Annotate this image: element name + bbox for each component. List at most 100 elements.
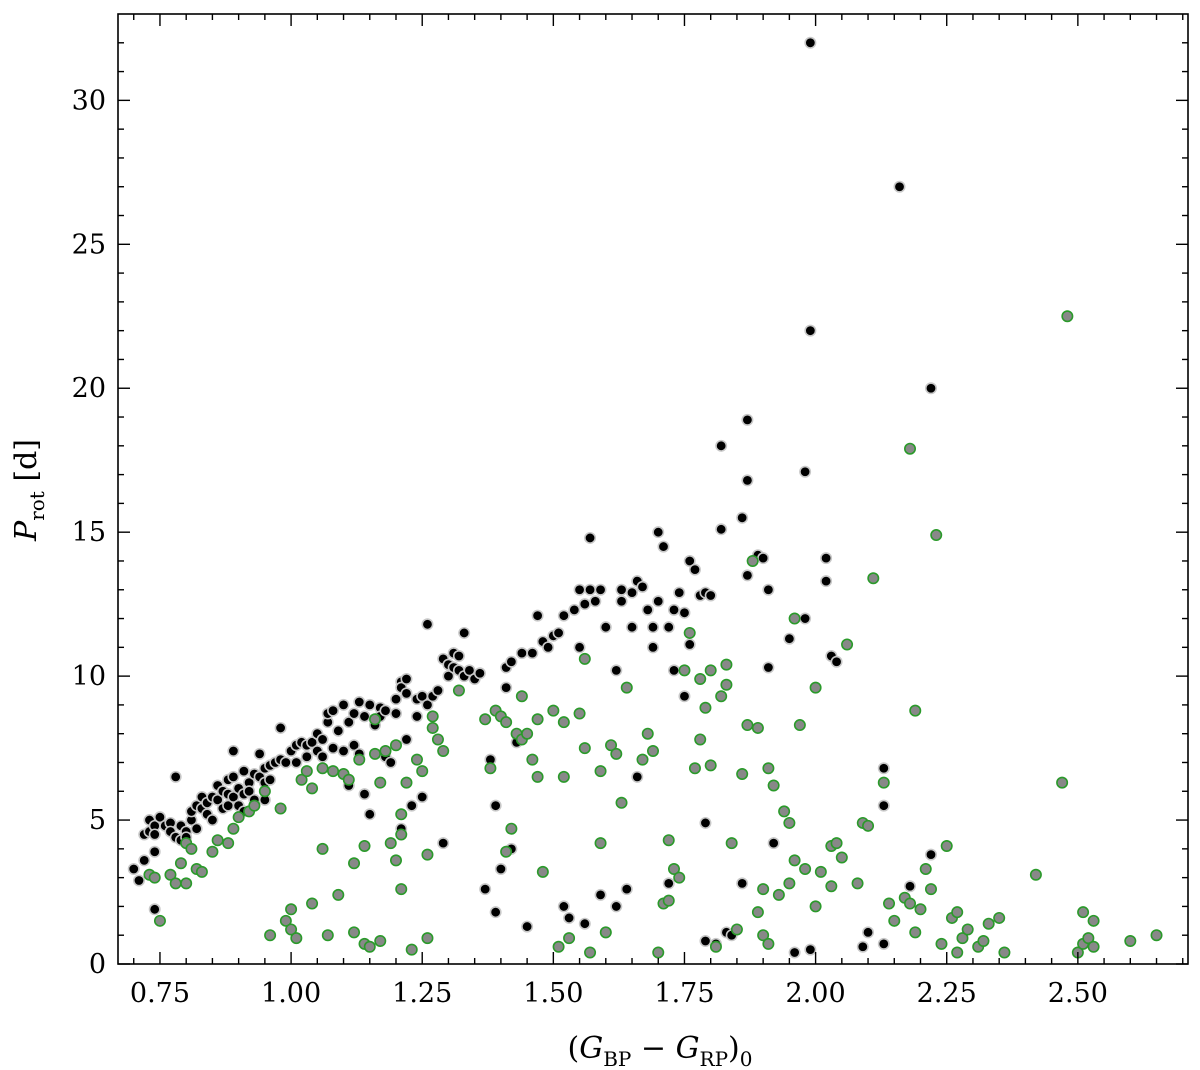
data-point-green bbox=[1150, 929, 1163, 942]
data-point-black bbox=[190, 822, 203, 835]
data-point-black bbox=[877, 799, 890, 812]
data-point-green bbox=[709, 940, 722, 953]
data-point-green bbox=[741, 719, 754, 732]
data-point-green bbox=[153, 914, 166, 927]
data-point-green bbox=[148, 871, 161, 884]
data-point-black bbox=[646, 641, 659, 654]
data-point-black bbox=[405, 799, 418, 812]
data-point-green bbox=[348, 926, 361, 939]
data-point-black bbox=[584, 531, 597, 544]
data-point-green bbox=[342, 773, 355, 786]
data-point-green bbox=[405, 943, 418, 956]
data-point-green bbox=[327, 765, 340, 778]
data-point-green bbox=[274, 802, 287, 815]
data-point-green bbox=[426, 721, 439, 734]
data-point-green bbox=[531, 770, 544, 783]
data-point-black bbox=[893, 180, 906, 193]
data-point-black bbox=[757, 552, 770, 565]
data-point-green bbox=[835, 851, 848, 864]
data-point-green bbox=[830, 837, 843, 850]
data-point-green bbox=[400, 776, 413, 789]
data-point-black bbox=[767, 837, 780, 850]
data-point-green bbox=[222, 837, 235, 850]
data-point-green bbox=[652, 946, 665, 959]
data-point-black bbox=[526, 647, 539, 660]
data-point-green bbox=[914, 903, 927, 916]
plot-frame bbox=[117, 13, 1189, 965]
data-point-black bbox=[594, 888, 607, 901]
data-point-green bbox=[578, 652, 591, 665]
data-point-black bbox=[762, 661, 775, 674]
data-point-green bbox=[1029, 868, 1042, 881]
data-point-black bbox=[563, 911, 576, 924]
data-point-black bbox=[657, 540, 670, 553]
data-point-black bbox=[494, 862, 507, 875]
data-point-green bbox=[851, 877, 864, 890]
data-point-black bbox=[620, 883, 633, 896]
data-point-black bbox=[856, 940, 869, 953]
data-point-green bbox=[720, 678, 733, 691]
data-point-black bbox=[169, 770, 182, 783]
data-point-green bbox=[321, 929, 334, 942]
data-point-green bbox=[809, 900, 822, 913]
tick-marks-layer bbox=[118, 14, 1188, 965]
data-point-black bbox=[316, 733, 329, 746]
data-point-green bbox=[426, 710, 439, 723]
data-point-black bbox=[264, 773, 277, 786]
data-point-green bbox=[641, 727, 654, 740]
data-point-green bbox=[185, 842, 198, 855]
data-point-green bbox=[557, 716, 570, 729]
data-point-green bbox=[584, 946, 597, 959]
data-point-black bbox=[877, 762, 890, 775]
data-point-black bbox=[804, 943, 817, 956]
data-point-black bbox=[804, 324, 817, 337]
data-point-black bbox=[641, 603, 654, 616]
data-point-black bbox=[458, 626, 471, 639]
x-tick-labels: 0.75 1.00 1.25 1.50 1.75 2.00 2.25 2.50 bbox=[130, 978, 1108, 1009]
data-point-green bbox=[248, 799, 261, 812]
data-point-green bbox=[536, 865, 549, 878]
data-point-black bbox=[783, 632, 796, 645]
data-point-green bbox=[877, 776, 890, 789]
data-point-green bbox=[762, 937, 775, 950]
data-point-black bbox=[667, 603, 680, 616]
data-point-black bbox=[227, 744, 240, 757]
data-point-green bbox=[374, 776, 387, 789]
data-point-green bbox=[484, 762, 497, 775]
data-point-black bbox=[327, 742, 340, 755]
data-point-black bbox=[505, 655, 518, 668]
data-point-green bbox=[332, 888, 345, 901]
data-point-black bbox=[515, 647, 528, 660]
data-point-black bbox=[610, 900, 623, 913]
data-point-black bbox=[452, 649, 465, 662]
data-point-green bbox=[825, 880, 838, 893]
data-point-black bbox=[348, 707, 361, 720]
data-point-black bbox=[227, 770, 240, 783]
data-point-green bbox=[363, 940, 376, 953]
data-point-green bbox=[904, 897, 917, 910]
x-tick-label: 2.50 bbox=[1048, 978, 1108, 1009]
data-point-green bbox=[605, 739, 618, 752]
data-point-green bbox=[646, 744, 659, 757]
data-point-black bbox=[683, 554, 696, 567]
data-point-black bbox=[332, 724, 345, 737]
y-tick-label: 0 bbox=[89, 949, 106, 980]
data-point-black bbox=[762, 583, 775, 596]
data-point-green bbox=[348, 857, 361, 870]
data-point-green bbox=[699, 701, 712, 714]
data-point-black bbox=[431, 684, 444, 697]
data-point-green bbox=[982, 917, 995, 930]
data-point-black bbox=[306, 736, 319, 749]
data-point-black bbox=[715, 439, 728, 452]
data-point-green bbox=[662, 834, 675, 847]
data-point-black bbox=[736, 511, 749, 524]
data-point-green bbox=[667, 862, 680, 875]
data-point-black bbox=[924, 382, 937, 395]
data-point-green bbox=[909, 704, 922, 717]
data-point-green bbox=[956, 932, 969, 945]
data-point-black bbox=[206, 814, 219, 827]
data-point-black bbox=[363, 698, 376, 711]
data-point-black bbox=[353, 696, 366, 709]
data-point-green bbox=[772, 888, 785, 901]
data-point-black bbox=[615, 583, 628, 596]
